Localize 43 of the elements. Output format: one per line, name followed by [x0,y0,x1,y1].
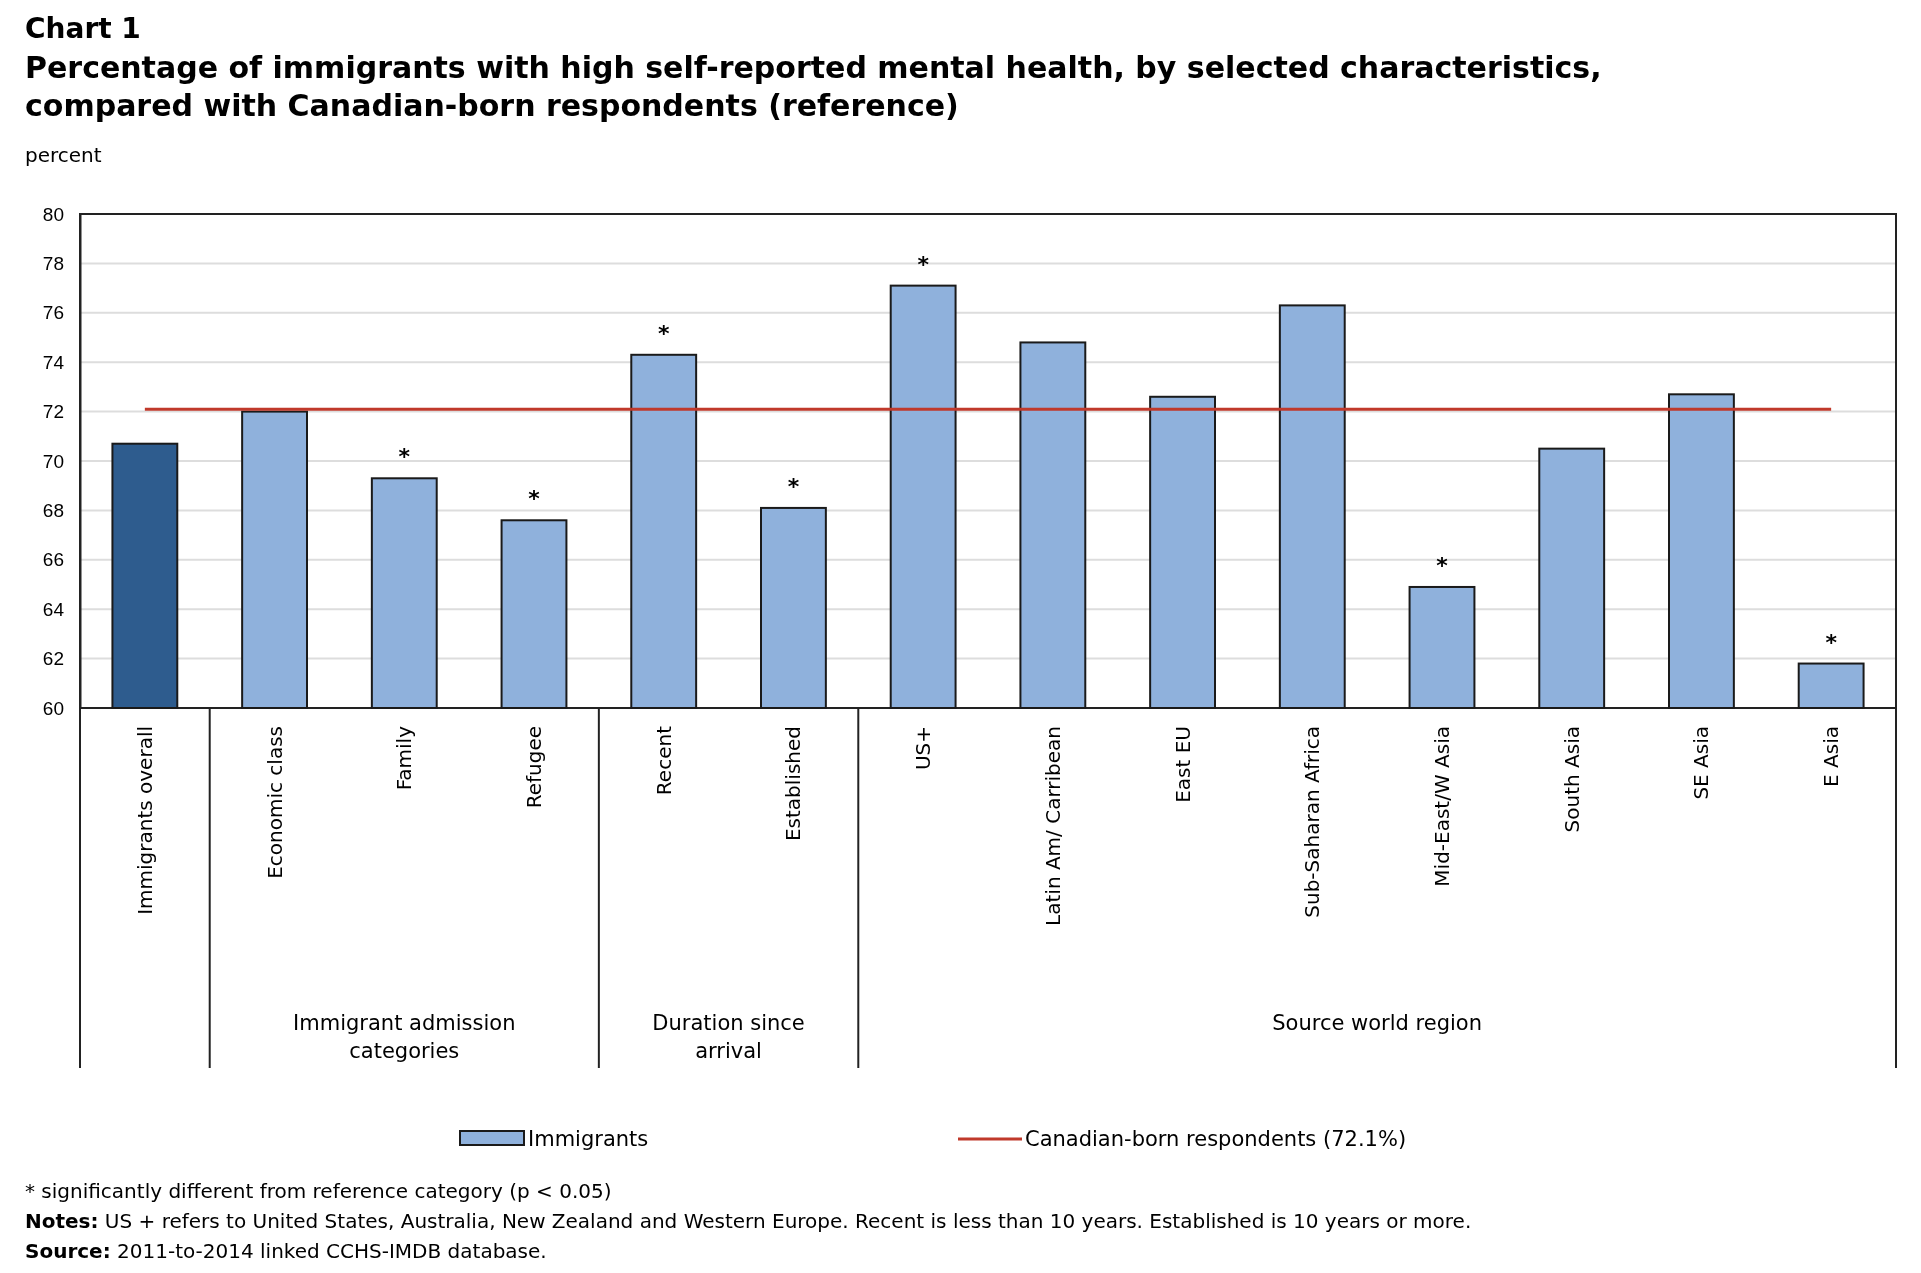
x-tick-label: Sub-Saharan Africa [1300,726,1325,918]
y-tick-label: 78 [42,252,64,274]
x-tick-label: SE Asia [1689,726,1714,800]
legend-label: Immigrants [528,1127,649,1151]
chart-title: Chart 1 [25,12,141,45]
y-tick-label: 80 [42,203,64,225]
x-tick-label: Recent [651,725,676,796]
y-tick-label: 64 [42,598,65,620]
y-tick-label: 72 [42,401,64,423]
annotation: * [528,486,541,512]
x-tick-label: Latin Am/ Carribean [1040,726,1065,926]
x-tick-label: Immigrants overall [132,726,157,915]
annotation: * [787,473,800,499]
text: Immigrant admission categories [293,1011,516,1063]
source-note: Source world region [1272,1011,1482,1035]
x-tick-label: US+ [911,726,936,771]
annotation: * [917,251,930,277]
text: * significantly different from reference category (p < 0.05) [25,1179,612,1203]
source-note: Source: 2011-to-2014 linked CCHS-IMDB database. [25,1239,547,1263]
x-tick-label: Family [392,725,417,791]
x-tick-label: Mid-East/W Asia [1430,726,1454,887]
y-tick-label: 74 [42,351,65,373]
x-tick-label: E Asia [1819,726,1844,787]
annotation: * [1825,629,1838,655]
x-tick-label: South Asia [1559,726,1584,833]
annotation: * [657,320,670,346]
text: Notes: US + refers to United States, Australia, New Zealand and Western Europe. Recent is less than 10 years. Established is 10 years or more. [25,1209,1472,1233]
y-tick-label: 60 [42,697,64,719]
y-tick-label: 62 [42,648,64,670]
y-tick-label: 70 [42,450,64,472]
y-tick-label: 68 [42,499,64,521]
y-axis-title: percent [25,143,102,167]
annotation: * [398,444,411,470]
x-tick-label: Refugee [522,726,546,809]
x-tick-label: Economic class [262,726,287,879]
legend-label: Canadian-born respondents (72.1%) [1025,1127,1407,1151]
annotation: * [1436,552,1449,578]
y-tick-label: 76 [42,302,64,324]
chart-subtitle: Percentage of immigrants with high self-reported mental health, by selected characteristics, compared with Canadian-born respondents (reference) [25,50,1602,123]
x-tick-label: East EU [1170,726,1195,803]
x-tick-label: Established [781,726,806,842]
y-tick-label: 66 [42,549,64,571]
text: Duration since arrival [652,1011,805,1063]
